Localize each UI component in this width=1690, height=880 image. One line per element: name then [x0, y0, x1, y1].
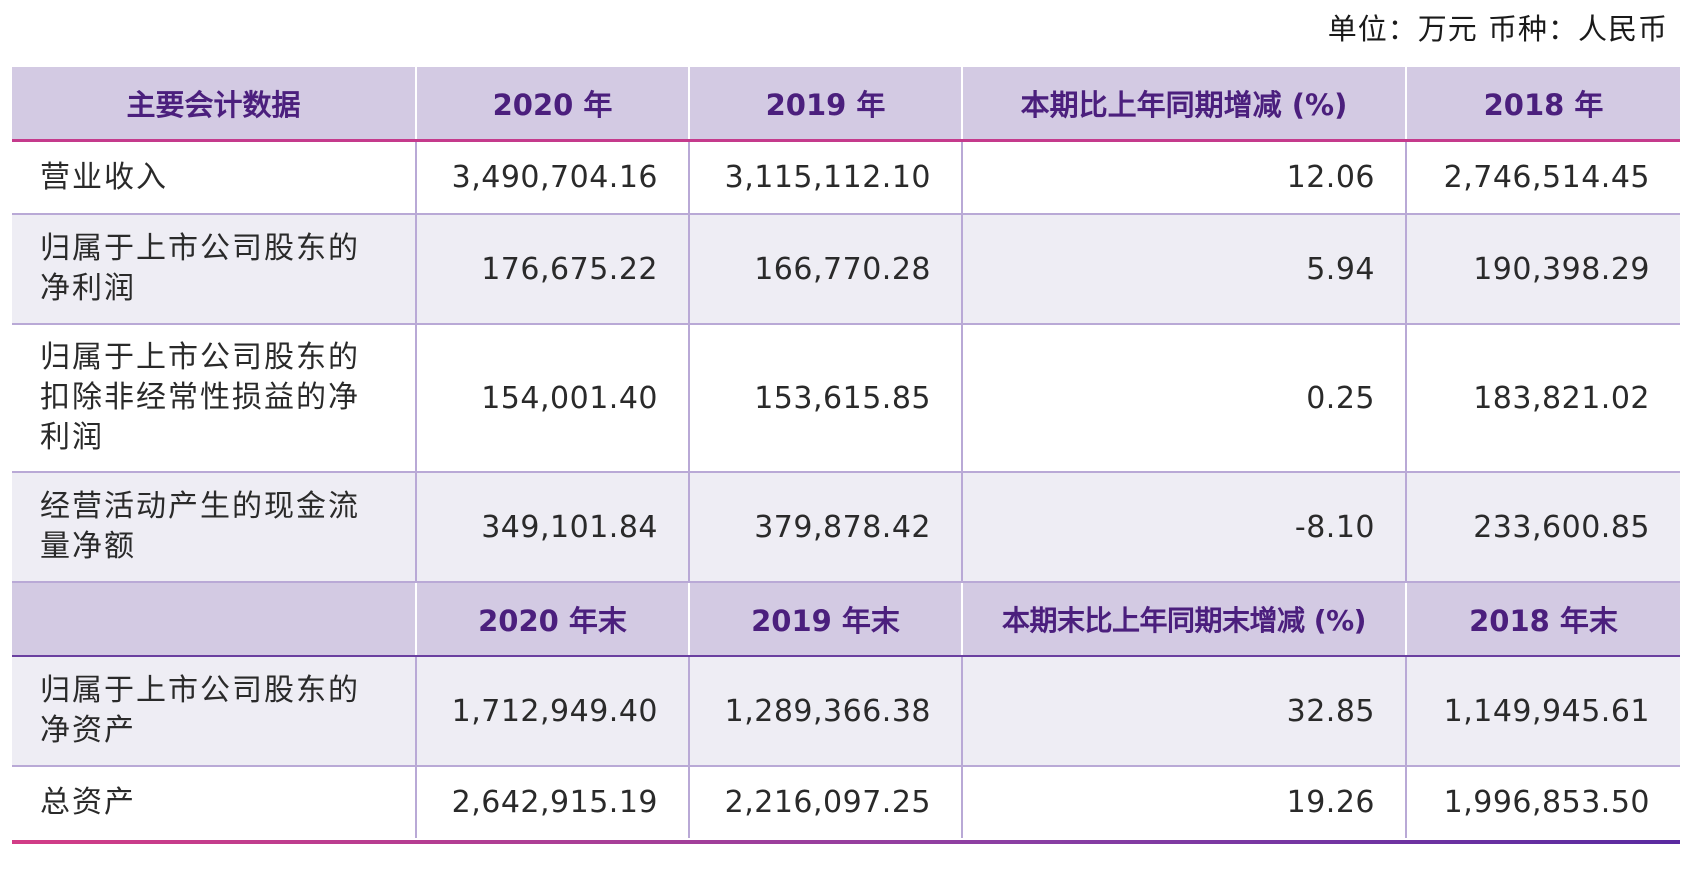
- row-label: 归属于上市公司股东的净利润: [12, 214, 417, 325]
- value-2020: 2,642,915.19: [415, 766, 690, 840]
- table-subheader-row: 2020 年末 2019 年末 本期末比上年同期末增减 (%) 2018 年末: [12, 582, 1680, 657]
- header-cell-2018: 2018 年: [1405, 67, 1680, 142]
- value-2018: 1,996,853.50: [1405, 766, 1680, 840]
- value-2019: 3,115,112.10: [688, 140, 963, 215]
- value-2020: 1,712,949.40: [415, 656, 690, 767]
- value-change: 32.85: [961, 656, 1407, 767]
- value-2020: 349,101.84: [415, 472, 690, 583]
- value-2018: 183,821.02: [1405, 324, 1680, 473]
- value-2018: 1,149,945.61: [1405, 656, 1680, 767]
- value-2019: 166,770.28: [688, 214, 963, 325]
- value-2019: 1,289,366.38: [688, 656, 963, 767]
- value-change: 19.26: [961, 766, 1407, 840]
- header-cell-2019: 2019 年: [688, 67, 963, 142]
- value-2018: 233,600.85: [1405, 472, 1680, 583]
- subheader-cell-2019-end: 2019 年末: [688, 582, 963, 657]
- row-label: 总资产: [12, 766, 417, 840]
- value-2018: 2,746,514.45: [1405, 140, 1680, 215]
- table-row: 归属于上市公司股东的净利润 176,675.22 166,770.28 5.94…: [12, 214, 1680, 325]
- row-label: 经营活动产生的现金流量净额: [12, 472, 417, 583]
- table-row: 归属于上市公司股东的净资产 1,712,949.40 1,289,366.38 …: [12, 656, 1680, 767]
- row-label: 归属于上市公司股东的扣除非经常性损益的净利润: [12, 324, 417, 473]
- value-2018: 190,398.29: [1405, 214, 1680, 325]
- financial-data-table: 主要会计数据 2020 年 2019 年 本期比上年同期增减 (%) 2018 …: [12, 67, 1680, 842]
- table-header-row: 主要会计数据 2020 年 2019 年 本期比上年同期增减 (%) 2018 …: [12, 67, 1680, 142]
- header-cell-change: 本期比上年同期增减 (%): [961, 67, 1407, 142]
- value-2019: 379,878.42: [688, 472, 963, 583]
- value-2020: 176,675.22: [415, 214, 690, 325]
- header-cell-2020: 2020 年: [415, 67, 690, 142]
- subheader-cell-change: 本期末比上年同期末增减 (%): [961, 582, 1407, 657]
- table-row: 总资产 2,642,915.19 2,216,097.25 19.26 1,99…: [12, 766, 1680, 840]
- value-2019: 2,216,097.25: [688, 766, 963, 840]
- table-row: 归属于上市公司股东的扣除非经常性损益的净利润 154,001.40 153,61…: [12, 324, 1680, 473]
- row-label: 归属于上市公司股东的净资产: [12, 656, 417, 767]
- value-change: 12.06: [961, 140, 1407, 215]
- value-2019: 153,615.85: [688, 324, 963, 473]
- subheader-cell-2018-end: 2018 年末: [1405, 582, 1680, 657]
- subheader-cell-2020-end: 2020 年末: [415, 582, 690, 657]
- row-label: 营业收入: [12, 140, 417, 215]
- value-2020: 154,001.40: [415, 324, 690, 473]
- value-change: 5.94: [961, 214, 1407, 325]
- table-row: 经营活动产生的现金流量净额 349,101.84 379,878.42 -8.1…: [12, 472, 1680, 583]
- value-2020: 3,490,704.16: [415, 140, 690, 215]
- table-bottom-rule: [12, 840, 1680, 844]
- subheader-cell-item: [12, 582, 417, 657]
- table-row: 营业收入 3,490,704.16 3,115,112.10 12.06 2,7…: [12, 140, 1680, 215]
- unit-note: 单位：万元 币种：人民币: [1327, 12, 1668, 46]
- value-change: 0.25: [961, 324, 1407, 473]
- value-change: -8.10: [961, 472, 1407, 583]
- header-cell-item: 主要会计数据: [12, 67, 417, 142]
